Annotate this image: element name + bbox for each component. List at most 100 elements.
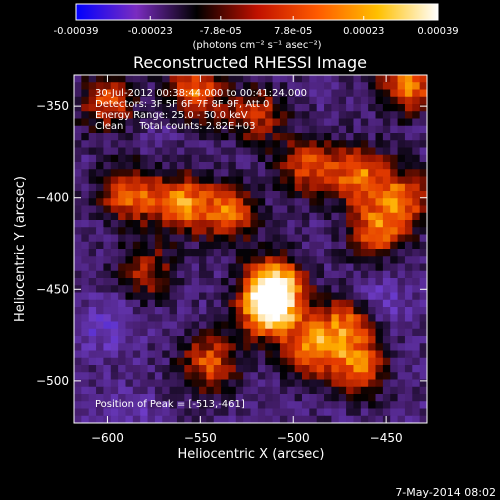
heatmap-cell	[331, 285, 340, 294]
heatmap-cell	[88, 75, 97, 83]
heatmap-cell	[331, 169, 340, 178]
heatmap-cell	[74, 140, 82, 149]
heatmap-cell	[96, 350, 105, 359]
heatmap-cell	[404, 140, 413, 149]
heatmap-cell	[235, 154, 244, 163]
heatmap-cell	[294, 328, 303, 337]
heatmap-cell	[154, 365, 163, 373]
heatmap-cell	[243, 82, 252, 91]
heatmap-cell	[397, 343, 406, 352]
heatmap-cell	[250, 198, 259, 207]
heatmap-cell	[301, 379, 310, 388]
heatmap-cell	[140, 183, 149, 192]
heatmap-cell	[243, 220, 252, 228]
heatmap-cell	[397, 241, 406, 250]
heatmap-cell	[324, 292, 332, 301]
heatmap-cell	[279, 176, 288, 185]
heatmap-cell	[331, 299, 340, 308]
heatmap-cell	[397, 408, 406, 417]
heatmap-cell	[140, 75, 149, 83]
heatmap-cell	[316, 198, 325, 207]
heatmap-cell	[250, 394, 259, 402]
heatmap-cell	[316, 270, 325, 279]
heatmap-cell	[324, 220, 332, 228]
heatmap-cell	[382, 241, 391, 250]
heatmap-cell	[132, 176, 141, 185]
heatmap-cell	[279, 292, 288, 301]
annotation-detectors: Detectors: 3F 5F 6F 7F 8F 9F, Att 0	[95, 99, 269, 110]
heatmap-cell	[184, 343, 193, 352]
heatmap-cell	[301, 415, 310, 423]
heatmap-cell	[221, 191, 230, 199]
x-tick-label: −500	[277, 431, 310, 445]
heatmap-cell	[228, 379, 237, 388]
heatmap-cell	[176, 154, 185, 163]
heatmap-cell	[346, 343, 355, 352]
heatmap-cell	[331, 292, 340, 301]
heatmap-cell	[404, 343, 413, 352]
heatmap-cell	[301, 183, 310, 192]
heatmap-cell	[338, 299, 347, 308]
heatmap-cell	[331, 278, 340, 286]
annotation-clean-counts: Clean Total counts: 2.82E+03	[95, 121, 255, 132]
heatmap-cell	[331, 191, 340, 199]
heatmap-cell	[397, 75, 406, 83]
heatmap-cell	[176, 285, 185, 294]
heatmap-cell	[140, 343, 149, 352]
heatmap-cell	[287, 321, 296, 330]
heatmap-cell	[404, 176, 413, 185]
heatmap-cell	[338, 379, 347, 388]
heatmap-cell	[368, 96, 377, 105]
heatmap-cell	[265, 328, 274, 337]
heatmap-cell	[132, 154, 141, 163]
heatmap-cell	[110, 408, 119, 417]
heatmap-cell	[353, 234, 362, 243]
heatmap-cell	[265, 278, 274, 286]
heatmap-cell	[88, 408, 97, 417]
heatmap-cell	[397, 183, 406, 192]
heatmap-cell	[257, 140, 266, 149]
heatmap-cell	[316, 285, 325, 294]
heatmap-cell	[154, 328, 163, 337]
heatmap-cell	[294, 147, 303, 156]
heatmap-cell	[81, 365, 90, 373]
heatmap-cell	[176, 234, 185, 243]
heatmap-cell	[338, 285, 347, 294]
heatmap-cell	[162, 125, 171, 134]
heatmap-cell	[346, 386, 355, 395]
heatmap-cell	[279, 386, 288, 395]
heatmap-cell	[419, 270, 427, 279]
heatmap-cell	[316, 256, 325, 265]
heatmap-cell	[74, 133, 82, 141]
heatmap-cell	[110, 357, 119, 366]
heatmap-cell	[294, 263, 303, 272]
heatmap-cell	[132, 241, 141, 250]
heatmap-cell	[96, 169, 105, 178]
heatmap-cell	[74, 154, 82, 163]
annotations: 30-Jul-2012 00:38:44.000 to 00:41:24.000…	[95, 88, 307, 410]
heatmap-cell	[287, 241, 296, 250]
heatmap-cell	[412, 314, 421, 323]
heatmap-cell	[140, 96, 149, 105]
heatmap-cell	[250, 321, 259, 330]
heatmap-cell	[125, 220, 134, 228]
heatmap-cell	[346, 234, 355, 243]
heatmap-cell	[88, 212, 97, 221]
heatmap-cell	[110, 89, 119, 98]
heatmap-cell	[103, 125, 112, 134]
heatmap-cell	[419, 104, 427, 112]
heatmap-cell	[154, 394, 163, 402]
heatmap-cell	[397, 140, 406, 149]
heatmap-cell	[191, 394, 200, 402]
heatmap-cell	[118, 154, 127, 163]
heatmap-cell	[118, 386, 127, 395]
heatmap-cell	[316, 82, 325, 91]
heatmap-cell	[316, 104, 325, 112]
heatmap-cell	[397, 372, 406, 381]
heatmap-cell	[154, 96, 163, 105]
heatmap-cell	[412, 321, 421, 330]
heatmap-cell	[257, 336, 266, 344]
heatmap-cell	[103, 336, 112, 344]
heatmap-cell	[176, 183, 185, 192]
heatmap-cell	[346, 133, 355, 141]
